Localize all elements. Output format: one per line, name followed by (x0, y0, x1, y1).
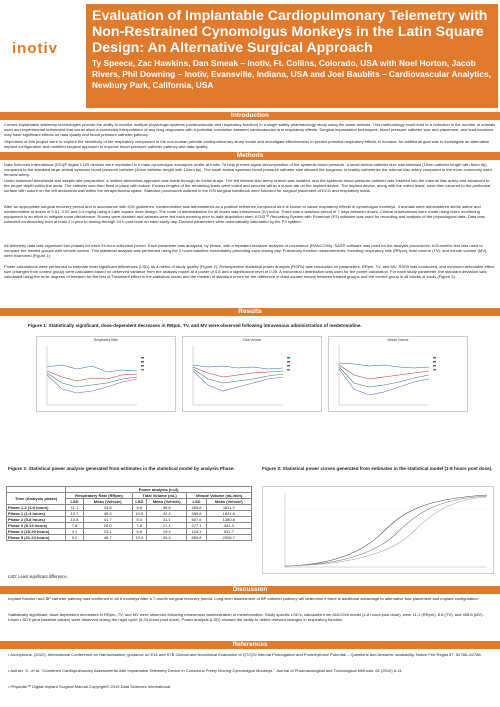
methods-paragraph-2: Under balanced anesthesia and aseptic si… (4, 178, 491, 194)
poster-title: Evaluation of Implantable Cardiopulmonar… (92, 8, 488, 56)
figure-3-caption: Figure 3: Statistical power curves gener… (262, 466, 493, 471)
intro-paragraph-2: Objectives of this project were to explo… (4, 139, 490, 150)
table-cell: 48.7 (82, 534, 133, 541)
poster-authors: Ty Speece, Zac Hawkins, Dan Smeak – Inot… (92, 58, 492, 91)
inotiv-logo: inotiv (12, 40, 70, 60)
methods-paragraph-4: All telemetry data was organized into ph… (4, 243, 488, 259)
col-rr-header: Respiratory Rate (RRpm) (65, 492, 133, 499)
minute-volume-chart-title: Minute Volume (387, 338, 409, 342)
respiratory-rate-chart: Respiratory Rate (36, 336, 176, 412)
reference-3: • Physiotel™ Digital Implant Surgical Ma… (8, 684, 171, 689)
minute-volume-plot (338, 345, 436, 406)
table-cell: 9.2 (65, 534, 84, 541)
reference-1-text: Anonymous. (2022). International Confere… (10, 652, 482, 657)
table-row: Phase 1 (1-4 hours) 12.7 45.9 10.5 42.4 459.8… (5, 510, 253, 517)
table-cell: 859.8 (186, 534, 207, 541)
col-phase-header: Time (Analysis phase) (5, 492, 67, 505)
intro-paragraph-1: Current implantable telemetry technologi… (4, 122, 496, 138)
table-cell-phase: Phase 5 (21-24 hours) (5, 534, 67, 541)
col-mv-header: Minute Volume (mL/min) (186, 492, 252, 499)
section-methods: Methods (0, 152, 500, 160)
methods-paragraph-1: Data Sciences International (DSI)® digit… (4, 162, 492, 178)
reference-1: • Anonymous. (2022). International Confe… (8, 652, 482, 657)
logo-text: inotiv (12, 40, 58, 57)
tidal-volume-plot (192, 345, 290, 406)
tidal-volume-chart-title: Tidal Volume (242, 338, 262, 342)
title-banner (86, 4, 498, 108)
lsd-footnote: LSD: Least significant difference. (8, 574, 68, 579)
discussion-paragraph-2: Statistically significant, dose-dependen… (8, 612, 484, 623)
table-row: Phase 5 (21-24 hours) 9.2 48.7 10.4 49.4 859.… (5, 534, 253, 541)
reference-2-text: Authier, S., et al. "Combined Cardiopulm… (10, 668, 403, 673)
discussion-paragraph-1: Implant function and BP catheter patency… (8, 596, 479, 601)
table-row: Phase 2 (5-8 hours) 10.8 41.7 8.4 31.1 507.6 1… (5, 516, 253, 523)
table-cell: 2096.7 (205, 534, 253, 541)
table-cell: 10.4 (131, 534, 148, 541)
section-introduction: Introduction (0, 112, 500, 120)
methods-paragraph-5: Power calculations were performed to est… (4, 264, 495, 280)
tidal-volume-chart: Tidal Volume (182, 336, 322, 412)
figure-1-caption: Figure 1: Statistically significant, dos… (28, 323, 362, 328)
table-row: Phase 3 (9-14 hours) 7.8 25.0 7.8 17.1 277.1 4… (5, 522, 253, 529)
section-discussion: Discussion (0, 586, 500, 594)
poster-header: inotiv Evaluation of Implantable Cardiop… (0, 0, 500, 110)
power-analysis-table: Power analysis (n=4) Time (Analysis phas… (5, 486, 253, 541)
sub-mean: Mean (Vehicle) (146, 498, 188, 505)
reference-3-text: Physiotel™ Digital Implant Surgical Manu… (10, 684, 171, 689)
respiratory-rate-plot (46, 345, 144, 406)
methods-paragraph-3: After an appropriate surgical recovery p… (4, 204, 485, 225)
table-cell: 49.4 (146, 534, 188, 541)
figure-2-caption: Figure 2: Statistical power analysis gen… (8, 466, 235, 471)
minute-volume-chart: Minute Volume (328, 336, 468, 412)
section-references: References (0, 641, 500, 649)
section-results: Results (0, 308, 500, 316)
respiratory-rate-chart-title: Respiratory Rate (94, 338, 118, 342)
power-curve-chart (262, 486, 494, 574)
power-curve-plot (284, 493, 488, 568)
reference-2: • Authier, S., et al. "Combined Cardiopu… (8, 668, 403, 673)
